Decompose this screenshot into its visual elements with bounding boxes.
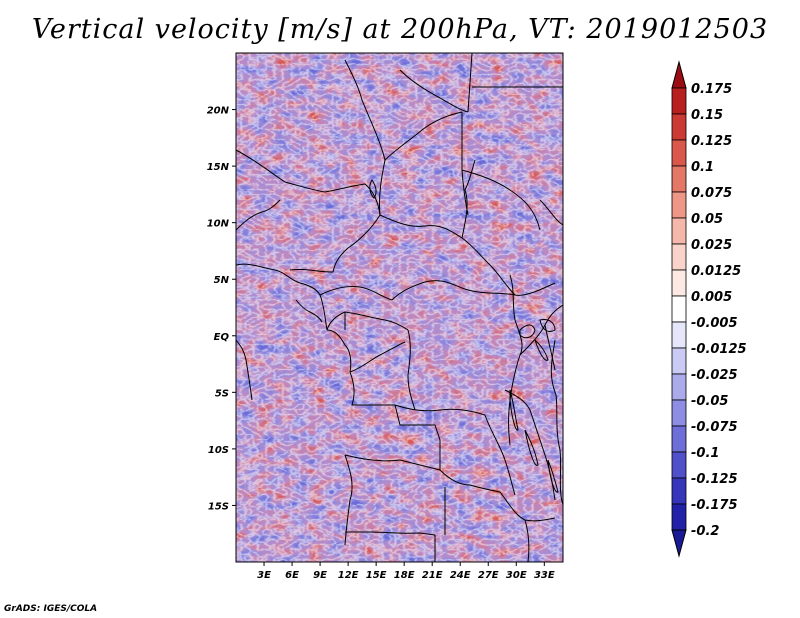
- colorbar-level-label: 0.1: [691, 160, 714, 175]
- colorbar-level-label: -0.2: [691, 524, 719, 539]
- lat-tick-label: 20N: [207, 106, 230, 117]
- lat-tick-label: 10N: [207, 219, 230, 230]
- lat-tick-label: 10S: [208, 445, 229, 456]
- colorbar-level-label: 0.025: [691, 238, 732, 253]
- colorbar-level-label: 0.075: [691, 186, 732, 201]
- lon-tick-label: 18E: [394, 570, 415, 581]
- lon-tick-label: 27E: [478, 570, 499, 581]
- colorbar-swatch: [671, 139, 687, 167]
- colorbar-level-label: -0.1: [691, 446, 719, 461]
- lon-tick-label: 15E: [366, 570, 387, 581]
- colorbar-level-label: -0.0125: [691, 342, 747, 357]
- colorbar-swatch: [671, 243, 687, 271]
- credit-label: GrADS: IGES/COLA: [4, 604, 98, 614]
- colorbar-level-label: 0.175: [691, 82, 732, 97]
- lon-tick-label: 21E: [422, 570, 443, 581]
- colorbar-level-label: 0.05: [691, 212, 723, 227]
- longitude-axis: 3E 6E 9E 12E 15E 18E 21E 24E 27E 30E 33E: [257, 562, 555, 581]
- lat-tick-label: 5N: [214, 275, 230, 286]
- map-frame: [235, 52, 564, 563]
- coastlines: [235, 299, 564, 506]
- colorbar-level-label: 0.0125: [691, 264, 741, 279]
- colorbar-swatch: [671, 347, 687, 375]
- colorbar-swatch: [671, 191, 687, 219]
- colorbar-swatch: [671, 113, 687, 141]
- colorbar-level-label: -0.05: [691, 394, 728, 409]
- colorbar-swatch: [671, 425, 687, 453]
- colorbar-level-label: -0.005: [691, 316, 738, 331]
- lon-tick-label: 33E: [534, 570, 555, 581]
- lon-tick-label: 9E: [313, 570, 327, 581]
- latitude-axis: 20N 15N 10N 5N EQ 5S 10S 15S: [207, 106, 236, 512]
- map-title: Vertical velocity [m/s] at 200hPa, VT: 2…: [31, 14, 769, 45]
- velocity-field: [236, 53, 563, 562]
- lat-tick-label: 15S: [208, 501, 229, 512]
- lakes: [369, 179, 559, 493]
- colorbar-swatch: [671, 295, 687, 323]
- lon-tick-label: 3E: [257, 570, 271, 581]
- colorbar-level-label: -0.025: [691, 368, 738, 383]
- colorbar-top-arrow: [671, 60, 687, 89]
- lon-tick-label: 24E: [450, 570, 471, 581]
- colorbar-swatch: [671, 217, 687, 245]
- colorbar-swatch: [671, 373, 687, 401]
- colorbar-swatch: [671, 87, 687, 115]
- colorbar-level-label: 0.005: [691, 290, 732, 305]
- lon-tick-label: 6E: [285, 570, 299, 581]
- colorbar: 0.175 0.15 0.125 0.1 0.075 0.05 0.025 0.0125 0.0…: [671, 60, 747, 558]
- lat-tick-label: EQ: [214, 332, 230, 343]
- colorbar-level-label: -0.125: [691, 472, 738, 487]
- colorbar-swatch: [671, 451, 687, 479]
- colorbar-swatch: [671, 399, 687, 427]
- colorbar-swatch: [671, 165, 687, 193]
- lat-tick-label: 5S: [215, 388, 229, 399]
- colorbar-bottom-arrow: [671, 529, 687, 558]
- colorbar-swatch: [671, 503, 687, 531]
- colorbar-swatch: [671, 477, 687, 505]
- lon-tick-label: 30E: [506, 570, 527, 581]
- colorbar-swatch: [671, 321, 687, 349]
- colorbar-level-label: -0.175: [691, 498, 738, 513]
- country-borders: [236, 53, 563, 562]
- colorbar-level-label: -0.075: [691, 420, 738, 435]
- lat-tick-label: 15N: [207, 162, 230, 173]
- lon-tick-label: 12E: [338, 570, 359, 581]
- colorbar-level-label: 0.15: [691, 108, 723, 123]
- colorbar-level-label: 0.125: [691, 134, 732, 149]
- colorbar-swatch: [671, 269, 687, 297]
